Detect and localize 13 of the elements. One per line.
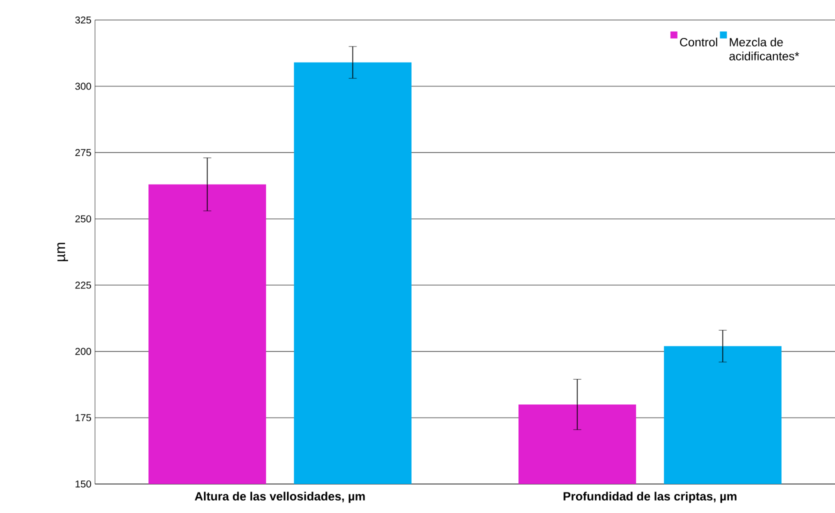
x-tick-label: Profundidad de las criptas, µm [564,492,736,503]
y-axis-title: µm [57,242,68,262]
legend-label: Control [680,38,718,46]
y-tick-label: 275 [75,149,92,156]
x-tick-label: Altura de las vellosidades, µm [194,492,365,503]
y-tick-label: 175 [76,414,92,422]
y-tick-label: 150 [76,480,92,488]
y-tick-label: 225 [75,282,92,289]
legend-label: Mezcla de acidificantes* [729,38,800,60]
y-tick-label: 325 [75,16,92,24]
y-tick-label: 250 [75,215,92,222]
y-tick-label: 200 [75,348,92,355]
y-tick-label: 300 [75,82,92,90]
